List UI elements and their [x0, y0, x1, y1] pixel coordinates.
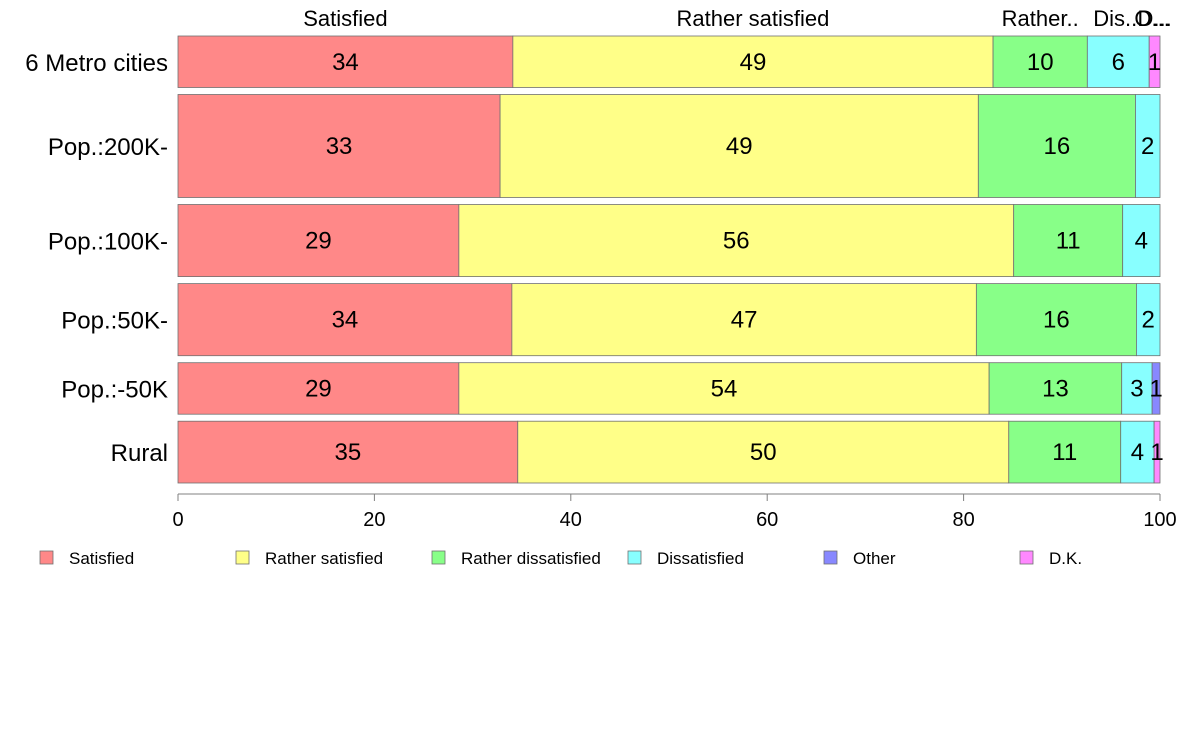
bar-row-pop-50k: 34 47 16 2 — [177, 283, 1161, 357]
bar-segment-dissatisfied — [1086, 35, 1150, 88]
segment-value-label: 1 — [1148, 49, 1161, 76]
legend-label: Other — [853, 549, 896, 568]
category-label: Pop.:200K- — [48, 134, 168, 161]
bar-segment-dissatisfied — [1136, 283, 1161, 357]
bar-segment-rather-dissatisfied — [975, 283, 1137, 357]
legend-item-d-k: D.K. — [1019, 549, 1082, 568]
column-header: Satisfied — [303, 6, 387, 31]
legend-item-rather-dissatisfied: Rather dissatisfied — [431, 549, 601, 568]
segment-value-label: 16 — [1044, 133, 1071, 160]
column-header: Rather satisfied — [677, 6, 830, 31]
segment-value-label: 47 — [731, 307, 758, 334]
legend-swatch — [823, 550, 838, 565]
bar-segment-satisfied — [177, 94, 501, 198]
x-axis: 0 20 40 60 80 100 — [172, 493, 1177, 531]
bar-segment-dissatisfied — [1121, 362, 1153, 415]
category-label: Pop.:50K- — [61, 308, 168, 335]
segment-value-label: 4 — [1131, 439, 1144, 466]
segment-value-label: 33 — [326, 133, 353, 160]
segment-value-label: 35 — [335, 439, 362, 466]
bar-segment-rather-dissatisfied — [988, 362, 1123, 415]
legend-swatch — [1019, 550, 1034, 565]
bar-segment-rather-dissatisfied — [1008, 420, 1122, 484]
bar-row-pop-200k: 33 49 16 2 — [177, 94, 1161, 198]
bar-segment-satisfied — [177, 362, 460, 415]
bar-segment-rather-satisfied — [458, 204, 1015, 277]
bar-segment-dissatisfied — [1120, 420, 1155, 484]
legend-label: Dissatisfied — [657, 549, 744, 568]
bar-segment-rather-dissatisfied — [977, 94, 1136, 198]
segment-value-label: 1 — [1150, 439, 1163, 466]
bar-row-6-metro-cities: 34 49 10 6 1 — [177, 35, 1161, 88]
segment-value-label: 1 — [1149, 375, 1162, 402]
legend-label: D.K. — [1049, 549, 1082, 568]
segment-value-label: 34 — [332, 49, 359, 76]
segment-value-label: 29 — [305, 375, 332, 402]
bar-segment-dissatisfied — [1122, 204, 1161, 277]
segment-value-label: 2 — [1142, 307, 1155, 334]
bar-segment-other — [1151, 362, 1161, 415]
bar-row-rural: 35 50 11 4 1 — [177, 420, 1164, 484]
bar-segment-rather-dissatisfied — [1013, 204, 1124, 277]
category-label: 6 Metro cities — [25, 50, 168, 77]
segment-value-label: 16 — [1043, 307, 1070, 334]
legend-item-satisfied: Satisfied — [39, 549, 134, 568]
segment-value-label: 50 — [750, 439, 777, 466]
column-header: O... — [1134, 6, 1169, 31]
column-header: Rather.. — [1002, 6, 1079, 31]
segment-value-label: 11 — [1052, 439, 1077, 466]
bar-segment-rather-satisfied — [499, 94, 979, 198]
x-tick-label: 100 — [1143, 509, 1176, 531]
legend: Satisfied Rather satisfied Rather dissatis… — [39, 549, 1082, 568]
legend-item-dissatisfied: Dissatisfied — [627, 549, 744, 568]
legend-label: Satisfied — [69, 549, 134, 568]
x-tick-label: 80 — [952, 509, 974, 531]
legend-swatch — [39, 550, 54, 565]
segment-value-label: 2 — [1141, 133, 1154, 160]
legend-item-rather-satisfied: Rather satisfied — [235, 549, 383, 568]
bar-segment-satisfied — [177, 283, 513, 357]
bar-row-pop-50k: 29 54 13 3 1 — [177, 362, 1163, 415]
segment-value-label: 3 — [1130, 375, 1143, 402]
column-header: Dis... — [1093, 6, 1143, 31]
segment-value-label: 29 — [305, 228, 332, 255]
bar-row-pop-100k: 29 56 11 4 — [177, 204, 1161, 277]
category-label: Rural — [111, 440, 168, 467]
segment-value-label: 10 — [1027, 49, 1054, 76]
segment-value-label: 49 — [740, 49, 767, 76]
column-headers: Satisfied Rather satisfied Rather.. Dis...O… — [303, 6, 1171, 31]
bars: 34 49 10 6 133 49 16 229 56 11 434 47 16 229 54 13 3 135 5… — [177, 35, 1164, 484]
x-tick-label: 60 — [756, 509, 778, 531]
x-tick-label: 40 — [560, 509, 582, 531]
bar-segment-dissatisfied — [1135, 94, 1161, 198]
legend-label: Rather satisfied — [265, 549, 383, 568]
segment-value-label: 6 — [1112, 49, 1125, 76]
legend-item-other: Other — [823, 549, 896, 568]
bar-segment-satisfied — [177, 420, 519, 484]
segment-value-label: 56 — [723, 228, 750, 255]
bar-segment-d-k — [1153, 420, 1161, 484]
segment-value-label: 49 — [726, 133, 753, 160]
legend-label: Rather dissatisfied — [461, 549, 601, 568]
legend-swatch — [627, 550, 642, 565]
bar-segment-d-k — [1148, 35, 1161, 88]
x-tick-label: 0 — [172, 509, 183, 531]
segment-value-label: 4 — [1135, 228, 1148, 255]
category-labels: 6 Metro cities Pop.:200K- Pop.:100K- Pop.:5… — [25, 50, 168, 467]
segment-value-label: 34 — [332, 307, 359, 334]
column-header: D... — [1137, 6, 1171, 31]
segment-value-label: 11 — [1056, 228, 1081, 255]
category-label: Pop.:100K- — [48, 229, 168, 256]
bar-segment-rather-satisfied — [511, 283, 977, 357]
segment-value-label: 13 — [1042, 375, 1069, 402]
category-label: Pop.:-50K — [61, 376, 168, 403]
legend-swatch — [235, 550, 250, 565]
segment-value-label: 54 — [711, 375, 738, 402]
bar-segment-rather-satisfied — [517, 420, 1010, 484]
bar-segment-satisfied — [177, 204, 460, 277]
bar-segment-satisfied — [177, 35, 514, 88]
legend-swatch — [431, 550, 446, 565]
x-tick-label: 20 — [363, 509, 385, 531]
